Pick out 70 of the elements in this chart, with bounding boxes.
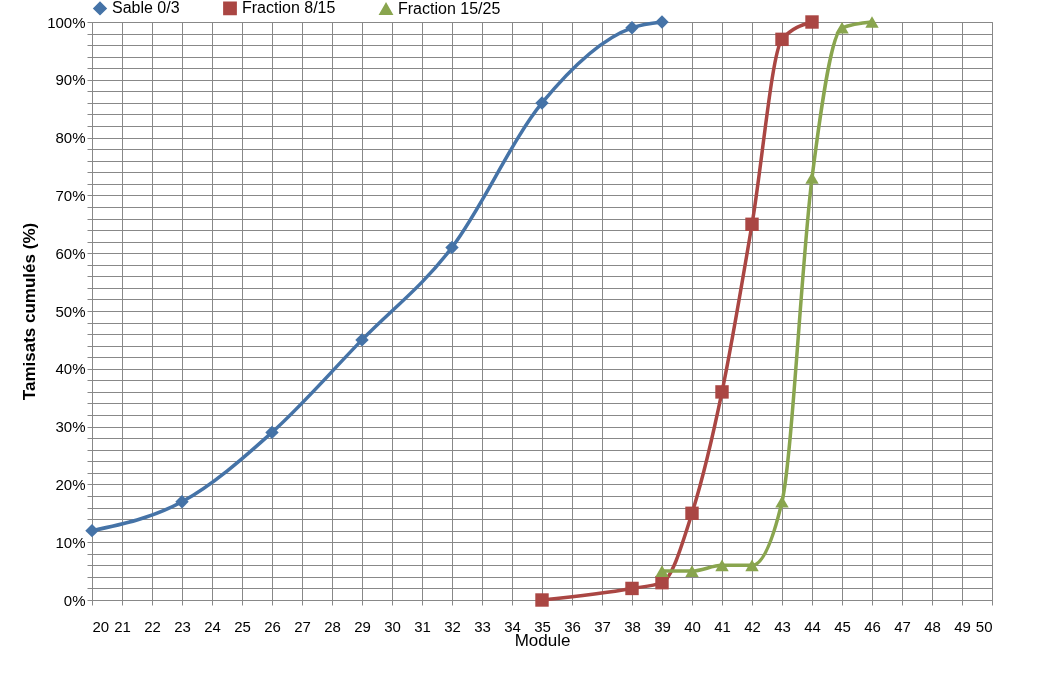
x-tick-label: 34: [504, 617, 521, 635]
x-tick-label: 37: [594, 617, 611, 635]
x-tick-label: 24: [204, 617, 221, 635]
x-tick-label: 31: [414, 617, 431, 635]
y-tick-label: 100%: [47, 13, 86, 31]
point: [265, 425, 279, 440]
x-tick-label: 36: [564, 617, 581, 635]
y-tick-label: 10%: [55, 533, 86, 551]
x-tick-label: 45: [834, 617, 851, 635]
point: [655, 15, 669, 29]
point: [445, 240, 459, 255]
point: [745, 217, 759, 232]
y-tick-label: 0%: [63, 591, 86, 609]
point: [625, 581, 639, 596]
x-tick-label: 30: [384, 617, 401, 635]
x-tick-label: 44: [804, 617, 821, 635]
x-tick-label: 43: [774, 617, 791, 635]
y-tick-label: 60%: [55, 244, 86, 262]
point: [685, 565, 699, 577]
x-tick-label: 25: [234, 617, 251, 635]
point: [685, 506, 699, 521]
x-tick-label: 38: [624, 617, 641, 635]
point: [655, 575, 669, 590]
point: [715, 385, 729, 399]
point: [745, 559, 759, 572]
point: [535, 96, 549, 110]
legend-label: Sable 0/3: [112, 0, 180, 17]
x-tick-label: 48: [924, 617, 941, 635]
point: [715, 559, 729, 572]
point: [655, 565, 669, 577]
x-tick-label: 33: [474, 617, 491, 635]
point: [355, 333, 369, 347]
x-tick-label: 47: [894, 617, 911, 635]
point: [835, 21, 849, 34]
y-tick-label: 40%: [55, 360, 86, 378]
y-axis-title: Tamisats cumulés (%): [20, 222, 40, 401]
x-tick-label: 35: [534, 617, 551, 635]
y-tick-label: 20%: [55, 475, 86, 493]
x-tick-label: 27: [294, 617, 311, 635]
x-tick-label: 26: [264, 617, 281, 635]
x-tick-label: 22: [144, 617, 161, 635]
point: [625, 21, 639, 35]
point: [535, 593, 549, 607]
x-tick-label: 50: [975, 617, 993, 635]
x-tick-label: 20: [92, 617, 110, 635]
x-tick-label: 49: [954, 617, 971, 635]
y-tick-label: 30%: [55, 418, 86, 436]
y-tick-label: 70%: [55, 186, 86, 204]
x-tick-label: 29: [354, 617, 371, 635]
point: [175, 495, 189, 509]
x-tick-label: 46: [864, 617, 881, 635]
point: [775, 32, 789, 47]
y-tick-label: 90%: [55, 71, 86, 89]
point: [775, 495, 789, 508]
x-tick-label: 40: [684, 617, 701, 635]
point: [805, 15, 819, 29]
x-tick-label: 41: [714, 617, 731, 635]
x-tick-label: 42: [744, 617, 761, 635]
x-tick-label: 39: [654, 617, 671, 635]
point: [85, 523, 99, 538]
point: [865, 16, 879, 28]
legend-label: Fraction 15/25: [398, 0, 501, 17]
x-tick-label: 21: [114, 617, 131, 635]
x-tick-label: 23: [174, 617, 191, 635]
y-tick-label: 50%: [55, 302, 86, 320]
y-tick-label: 80%: [55, 129, 86, 147]
point: [805, 172, 819, 184]
x-tick-label: 28: [324, 617, 341, 635]
legend-label: Fraction 8/15: [242, 0, 336, 17]
x-tick-label: 32: [444, 617, 461, 635]
